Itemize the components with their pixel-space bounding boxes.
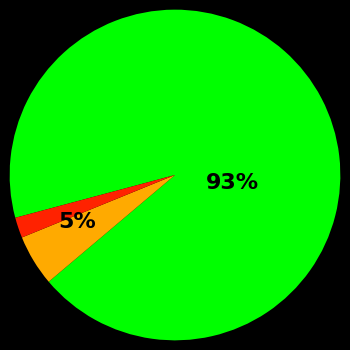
Text: 5%: 5% bbox=[58, 212, 96, 232]
Wedge shape bbox=[22, 175, 175, 282]
Wedge shape bbox=[10, 10, 340, 340]
Wedge shape bbox=[15, 175, 175, 237]
Text: 93%: 93% bbox=[206, 173, 259, 193]
